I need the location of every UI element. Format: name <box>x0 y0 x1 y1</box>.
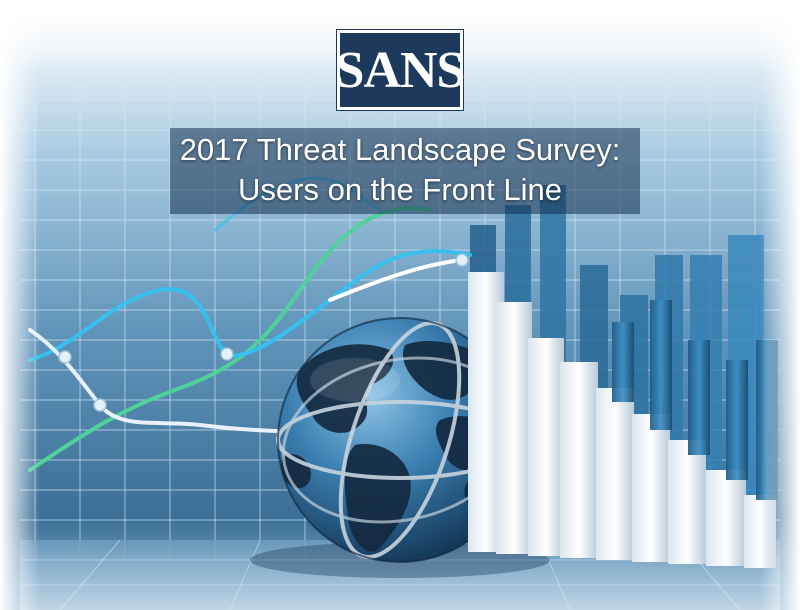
sans-logo: SANS <box>335 29 466 111</box>
white-bar <box>706 470 746 566</box>
white-bar-chart <box>468 272 776 568</box>
blue-bar <box>650 300 672 430</box>
title-banner <box>170 128 640 214</box>
white-trend-line <box>28 328 292 434</box>
sans-logo-text: SANS <box>335 42 466 99</box>
white-bar <box>596 388 634 560</box>
blue-bar <box>726 360 748 480</box>
trend-markers <box>58 253 469 412</box>
white-bar <box>632 414 670 562</box>
cover-title: 2017 Threat Landscape Survey: Users on t… <box>100 130 700 210</box>
cover-title-line-2: Users on the Front Line <box>238 172 562 207</box>
white-trend-line-upper <box>328 258 464 302</box>
white-bar <box>496 302 532 554</box>
white-bar <box>560 362 598 558</box>
cover-title-line-1: 2017 Threat Landscape Survey: <box>179 132 621 167</box>
white-bar <box>528 338 564 556</box>
blue-bar <box>688 340 710 455</box>
blue-bar <box>612 322 634 402</box>
white-bar <box>668 440 706 564</box>
